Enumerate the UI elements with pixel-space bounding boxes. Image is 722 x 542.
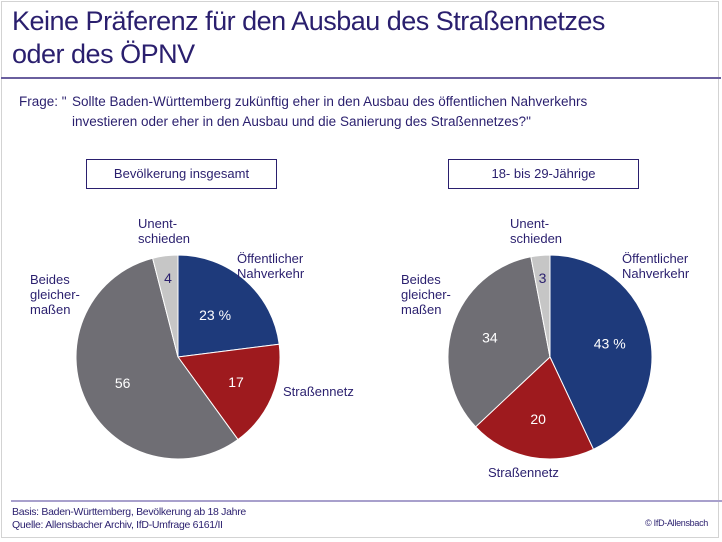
pie-slice-oepnv-young: [549, 254, 653, 450]
value-label-oepnv-total: 23 %: [199, 307, 231, 323]
question-text: Sollte Baden-Württemberg zukünftig eher …: [72, 94, 588, 129]
title-line-2: oder des ÖPNV: [12, 39, 195, 69]
value-label-beides-young: 34: [482, 329, 498, 345]
footer-divider: [11, 500, 722, 502]
copyright: © IfD-Allensbach: [645, 518, 708, 528]
label-oepnv-total: Öffentlicher Nahverkehr: [237, 251, 305, 281]
pie-slice-unentschieden-young: [530, 254, 551, 358]
label-beides-young: Beides gleicher-maßen: [401, 272, 451, 317]
pie-slice-oepnv-total: [177, 254, 280, 358]
label-strassennetz-young: Straßennetz: [488, 465, 559, 480]
value-label-oepnv-young: 43 %: [594, 336, 626, 352]
value-label-unentschieden-young: 3: [539, 270, 547, 286]
pie-slice-unentschieden-total: [152, 254, 179, 358]
pie-slice-beides-young: [447, 256, 551, 428]
value-label-unentschieden-total: 4: [164, 270, 172, 286]
label-unentschieden-young: Unent-schieden: [510, 216, 563, 246]
footnote-basis: Basis: Baden-Württemberg, Bevölkerung ab…: [12, 506, 246, 518]
label-oepnv-young: Öffentlicher Nahverkehr: [622, 251, 690, 281]
value-label-strassennetz-young: 20: [530, 411, 546, 427]
pie-slice-strassennetz-young: [474, 356, 595, 460]
group-label-young: 18- bis 29-Jährige: [448, 159, 639, 189]
label-beides-total: Beides gleicher-maßen: [30, 272, 80, 317]
label-strassennetz-total: Straßennetz: [283, 384, 354, 399]
value-label-beides-total: 56: [115, 375, 131, 391]
pie-slice-strassennetz-total: [177, 343, 281, 441]
label-unentschieden-total: Unent-schieden: [138, 216, 191, 246]
chart-title: Keine Präferenz für den Ausbau des Straß…: [12, 5, 605, 71]
question-label: Frage: ": [19, 94, 67, 109]
pie-slice-beides-total: [75, 257, 239, 460]
title-line-1: Keine Präferenz für den Ausbau des Straß…: [12, 6, 605, 36]
value-label-strassennetz-total: 17: [228, 374, 244, 390]
footnote-source: Quelle: Allensbacher Archiv, IfD-Umfrage…: [12, 519, 223, 531]
group-label-total: Bevölkerung insgesamt: [86, 159, 277, 189]
title-divider: [1, 77, 721, 79]
